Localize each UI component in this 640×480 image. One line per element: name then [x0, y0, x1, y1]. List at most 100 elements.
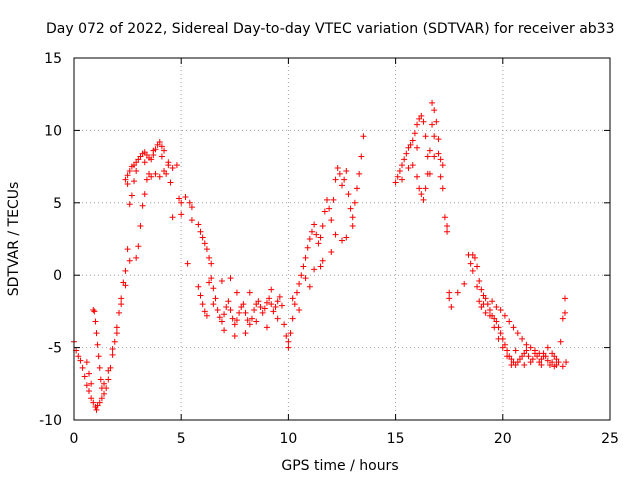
data-point	[392, 179, 399, 186]
data-point	[163, 170, 170, 177]
data-point	[169, 214, 176, 221]
data-point	[139, 202, 146, 209]
y-tick-label: 0	[53, 268, 62, 284]
x-tick-label: 5	[177, 431, 186, 447]
data-point	[508, 361, 515, 368]
data-point	[506, 318, 513, 325]
data-point	[429, 99, 436, 106]
data-point	[199, 234, 206, 241]
data-point	[116, 309, 123, 316]
data-point	[497, 306, 504, 313]
data-point	[182, 194, 189, 201]
data-point	[246, 289, 253, 296]
x-tick-label: 20	[494, 431, 512, 447]
x-tick-label: 25	[601, 431, 619, 447]
data-point	[118, 301, 125, 308]
data-point	[289, 295, 296, 302]
data-point	[88, 380, 95, 387]
data-point	[527, 344, 534, 351]
data-point	[293, 289, 300, 296]
data-point	[401, 156, 408, 163]
data-point	[248, 315, 255, 322]
data-point	[332, 176, 339, 183]
data-point	[167, 179, 174, 186]
data-point	[101, 390, 108, 397]
data-point	[302, 275, 309, 282]
data-point	[418, 112, 425, 119]
data-point	[131, 178, 138, 185]
data-point	[422, 133, 429, 140]
data-point	[289, 315, 296, 322]
data-point	[229, 315, 236, 322]
data-point	[308, 228, 315, 235]
data-point	[176, 195, 183, 202]
data-point	[332, 231, 339, 238]
y-tick-label: -5	[48, 341, 62, 357]
y-tick-label: 5	[53, 196, 62, 212]
data-point	[109, 346, 116, 353]
data-point	[133, 254, 140, 261]
data-point	[83, 359, 90, 366]
data-point	[549, 359, 556, 366]
data-point	[480, 301, 487, 308]
data-point	[259, 309, 266, 316]
data-point	[420, 118, 427, 125]
data-point	[407, 141, 414, 148]
data-point	[178, 199, 185, 206]
data-point	[223, 304, 230, 311]
data-point	[315, 240, 322, 247]
data-point	[126, 167, 133, 174]
data-point	[188, 204, 195, 211]
axis-ticks	[73, 57, 611, 421]
data-point	[521, 361, 528, 368]
data-point	[236, 309, 243, 316]
data-point	[96, 399, 103, 406]
data-point	[240, 301, 247, 308]
data-point	[414, 173, 421, 180]
data-point	[124, 172, 131, 179]
data-point	[188, 217, 195, 224]
data-point	[469, 251, 476, 258]
data-point	[557, 338, 564, 345]
data-point	[98, 395, 105, 402]
data-point	[486, 306, 493, 313]
data-point	[561, 309, 568, 316]
data-point	[561, 295, 568, 302]
data-point	[424, 170, 431, 177]
data-point	[433, 118, 440, 125]
data-point	[328, 217, 335, 224]
data-point	[341, 176, 348, 183]
data-point	[499, 344, 506, 351]
data-point	[173, 162, 180, 169]
data-point	[270, 308, 277, 315]
plot-area	[71, 57, 611, 421]
data-point	[218, 277, 225, 284]
data-point	[93, 330, 100, 337]
data-point	[360, 133, 367, 140]
data-point	[169, 165, 176, 172]
data-point	[227, 275, 234, 282]
data-point	[431, 133, 438, 140]
data-point	[158, 143, 165, 150]
data-point	[343, 167, 350, 174]
data-point	[83, 382, 90, 389]
data-point	[126, 201, 133, 208]
data-point	[444, 222, 451, 229]
y-axis-label: SDTVAR / TECUs	[6, 182, 22, 297]
data-point	[563, 359, 570, 366]
data-point	[306, 236, 313, 242]
data-point	[208, 260, 215, 267]
data-point	[304, 244, 311, 251]
data-point	[493, 304, 500, 311]
data-point	[161, 147, 168, 154]
data-point	[495, 335, 502, 342]
data-point	[133, 167, 140, 174]
data-point	[197, 228, 204, 235]
data-point	[529, 356, 536, 363]
data-point	[105, 367, 112, 374]
data-point	[122, 176, 129, 183]
data-point	[478, 286, 485, 293]
grid-lines	[74, 58, 610, 420]
data-point	[122, 267, 129, 274]
data-point	[399, 176, 406, 183]
